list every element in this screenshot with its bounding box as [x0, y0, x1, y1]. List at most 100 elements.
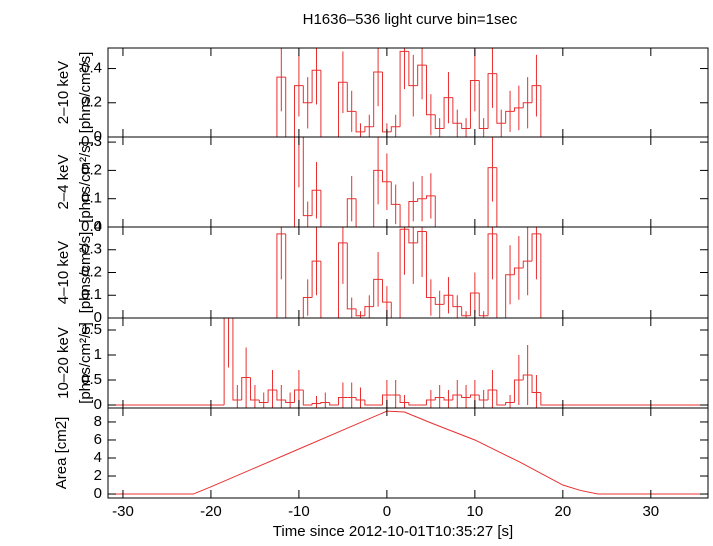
step-bin — [250, 377, 260, 401]
step-bin — [320, 402, 330, 404]
x-axis-label: Time since 2012-10-01T10:35:27 [s] — [273, 523, 513, 540]
step-bin — [425, 195, 436, 199]
step-bin — [294, 389, 304, 403]
step-bin — [505, 274, 515, 318]
x-tick-label: -30 — [112, 503, 134, 520]
y-axis-label: 2–10 keV — [55, 61, 72, 124]
step-bin — [452, 394, 462, 400]
step-bin — [505, 402, 515, 405]
step-bin — [469, 292, 480, 316]
step-bin — [311, 189, 321, 216]
step-bin — [408, 402, 418, 406]
step-bin — [381, 394, 392, 405]
step-bin — [373, 71, 383, 127]
step-bin — [381, 170, 392, 183]
step-bin — [329, 402, 339, 406]
y-tick-label: 0.1 — [81, 190, 102, 207]
step-bin — [417, 64, 427, 86]
y-tick-label: 0.4 — [81, 60, 102, 77]
plot-area — [108, 137, 708, 227]
step-bin — [302, 297, 313, 318]
step-bin — [285, 400, 295, 403]
step-bin — [531, 375, 541, 393]
plot-area — [108, 48, 708, 137]
step-bin — [311, 403, 321, 405]
step-bin — [408, 229, 418, 244]
step-bin — [311, 260, 321, 298]
step-bin — [513, 267, 524, 275]
step-bin — [399, 228, 409, 318]
step-bin — [417, 231, 427, 243]
x-tick-label: 10 — [467, 503, 484, 520]
y-tick-label: 0 — [94, 128, 102, 145]
step-bin — [522, 260, 533, 268]
step-bin — [434, 114, 445, 129]
step-bin — [346, 242, 357, 310]
step-bin — [469, 394, 480, 398]
x-tick-label: 30 — [642, 503, 659, 520]
step-bin — [408, 51, 418, 87]
step-bin — [381, 71, 392, 133]
step-bin — [513, 379, 524, 403]
step-bin — [302, 390, 313, 406]
step-bin — [434, 397, 445, 400]
step-bin — [408, 201, 418, 227]
y-tick-label: 0.2 — [81, 161, 102, 178]
step-bin — [276, 233, 286, 318]
step-bin — [320, 261, 330, 318]
y-tick-label: 0.1 — [81, 286, 102, 303]
x-tick-label: 0 — [383, 503, 391, 520]
step-bin — [337, 242, 348, 318]
step-bin — [373, 278, 383, 307]
step-bin — [355, 308, 365, 317]
step-bin — [302, 85, 313, 104]
step-bin — [232, 318, 242, 401]
step-bin — [452, 295, 462, 308]
step-bin — [285, 77, 295, 137]
y-tick-label: 2 — [94, 467, 102, 484]
step-bin — [487, 389, 497, 400]
step-bin — [461, 306, 471, 317]
step-bin — [513, 107, 524, 112]
step-bin — [399, 50, 409, 127]
step-bin — [469, 80, 480, 129]
baseline — [540, 85, 708, 137]
step-bin — [478, 80, 489, 129]
step-bin — [294, 85, 304, 137]
x-tick-label: -20 — [200, 503, 222, 520]
step-bin — [302, 137, 313, 217]
step-bin — [258, 400, 269, 403]
step-bin — [531, 85, 541, 103]
step-bin — [276, 76, 286, 137]
step-bin — [478, 395, 489, 401]
step-bin — [452, 97, 462, 124]
y-tick-label: 0.3 — [81, 241, 102, 258]
x-tick-label: 20 — [554, 503, 571, 520]
step-bin — [478, 292, 489, 317]
step-bin — [487, 233, 497, 316]
line — [108, 410, 708, 495]
step-bin — [355, 397, 365, 401]
step-bin — [311, 69, 321, 103]
step-bin — [417, 198, 427, 202]
y-tick-label: 0.2 — [81, 94, 102, 111]
y-tick-label: 0.3 — [81, 133, 102, 150]
step-bin — [346, 82, 357, 112]
y-tick-label: 0 — [94, 309, 102, 326]
step-bin — [487, 73, 497, 129]
x-tick-label: -10 — [288, 503, 310, 520]
plot-area — [108, 227, 708, 318]
step-bin — [223, 318, 233, 405]
step-bin — [496, 233, 506, 318]
step-bin — [390, 126, 401, 132]
y-tick-label: 0.4 — [81, 218, 102, 235]
y-axis-label: Area [cm2] — [53, 417, 70, 490]
step-bin — [443, 397, 453, 401]
step-bin — [399, 395, 409, 403]
step-bin — [496, 390, 506, 406]
y-tick-label: 0 — [94, 485, 102, 502]
step-bin — [337, 81, 348, 137]
y-tick-label: 0.2 — [81, 263, 102, 280]
y-axis-label: [phns/cm²/s] — [77, 52, 94, 134]
